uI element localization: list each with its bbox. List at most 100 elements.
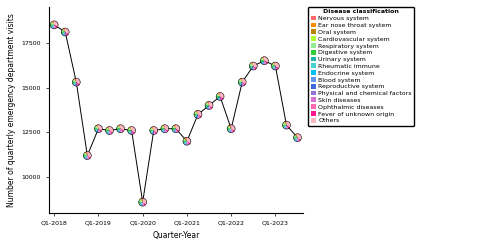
Wedge shape: [161, 126, 165, 129]
Wedge shape: [138, 201, 142, 204]
Wedge shape: [88, 152, 92, 158]
Wedge shape: [187, 137, 191, 143]
Wedge shape: [209, 102, 213, 107]
Wedge shape: [282, 123, 286, 125]
Wedge shape: [227, 128, 231, 130]
Wedge shape: [272, 66, 276, 69]
Wedge shape: [272, 66, 276, 69]
Wedge shape: [295, 138, 298, 141]
Wedge shape: [139, 200, 142, 202]
Wedge shape: [64, 32, 66, 36]
Wedge shape: [172, 129, 176, 131]
Wedge shape: [284, 125, 286, 129]
Wedge shape: [274, 66, 276, 70]
Wedge shape: [273, 63, 276, 66]
Wedge shape: [151, 127, 154, 130]
Wedge shape: [238, 80, 242, 82]
X-axis label: Quarter-Year: Quarter-Year: [152, 231, 200, 240]
Wedge shape: [294, 138, 298, 141]
Wedge shape: [286, 125, 288, 129]
Wedge shape: [130, 127, 132, 130]
Wedge shape: [198, 114, 199, 118]
Wedge shape: [205, 103, 209, 105]
Wedge shape: [174, 129, 176, 132]
Wedge shape: [140, 202, 142, 206]
Wedge shape: [262, 57, 264, 61]
Wedge shape: [97, 125, 98, 129]
Wedge shape: [276, 66, 278, 70]
Wedge shape: [96, 125, 98, 129]
Wedge shape: [216, 96, 220, 98]
Wedge shape: [176, 125, 180, 131]
Wedge shape: [284, 122, 286, 125]
Wedge shape: [195, 111, 198, 114]
Wedge shape: [85, 152, 87, 156]
Wedge shape: [217, 93, 220, 97]
Wedge shape: [165, 129, 167, 132]
Wedge shape: [194, 114, 198, 117]
Wedge shape: [65, 28, 69, 34]
Wedge shape: [272, 65, 276, 67]
Wedge shape: [286, 125, 287, 129]
Wedge shape: [198, 114, 202, 118]
Wedge shape: [52, 25, 54, 28]
Wedge shape: [87, 156, 88, 160]
Wedge shape: [106, 128, 110, 130]
Wedge shape: [74, 79, 76, 82]
Wedge shape: [186, 141, 187, 145]
Wedge shape: [110, 130, 113, 134]
Wedge shape: [262, 57, 264, 61]
Wedge shape: [220, 93, 224, 98]
Wedge shape: [231, 129, 234, 132]
Wedge shape: [98, 129, 99, 133]
Wedge shape: [98, 129, 100, 133]
Wedge shape: [206, 105, 209, 108]
Wedge shape: [128, 130, 132, 132]
Wedge shape: [52, 21, 54, 25]
Wedge shape: [241, 82, 242, 86]
Wedge shape: [120, 125, 124, 131]
Wedge shape: [130, 130, 132, 134]
Wedge shape: [150, 130, 154, 134]
Wedge shape: [228, 126, 231, 129]
Wedge shape: [119, 125, 120, 129]
Wedge shape: [132, 130, 133, 134]
Wedge shape: [285, 125, 286, 129]
Wedge shape: [272, 64, 276, 66]
Wedge shape: [62, 30, 65, 32]
Wedge shape: [231, 129, 232, 133]
Wedge shape: [65, 32, 68, 36]
Wedge shape: [250, 64, 254, 66]
Wedge shape: [220, 97, 224, 100]
Wedge shape: [276, 66, 279, 69]
Wedge shape: [297, 138, 298, 142]
Wedge shape: [72, 82, 76, 83]
Wedge shape: [95, 126, 98, 129]
Wedge shape: [85, 156, 87, 159]
Wedge shape: [76, 78, 80, 84]
Wedge shape: [274, 66, 276, 70]
Wedge shape: [154, 130, 157, 134]
Wedge shape: [242, 82, 244, 86]
Wedge shape: [250, 63, 254, 66]
Wedge shape: [96, 129, 98, 132]
Wedge shape: [228, 129, 231, 132]
Wedge shape: [76, 82, 80, 85]
Wedge shape: [208, 105, 210, 109]
Wedge shape: [196, 111, 198, 114]
Wedge shape: [142, 202, 146, 206]
Wedge shape: [264, 61, 265, 65]
Wedge shape: [174, 125, 176, 129]
Wedge shape: [86, 156, 88, 160]
Wedge shape: [152, 126, 154, 130]
Wedge shape: [130, 130, 132, 134]
Wedge shape: [96, 129, 98, 132]
Wedge shape: [50, 25, 54, 27]
Wedge shape: [176, 129, 180, 132]
Wedge shape: [108, 127, 110, 130]
Wedge shape: [283, 125, 286, 128]
Wedge shape: [129, 127, 132, 130]
Wedge shape: [154, 130, 156, 134]
Wedge shape: [72, 82, 76, 85]
Wedge shape: [164, 129, 166, 133]
